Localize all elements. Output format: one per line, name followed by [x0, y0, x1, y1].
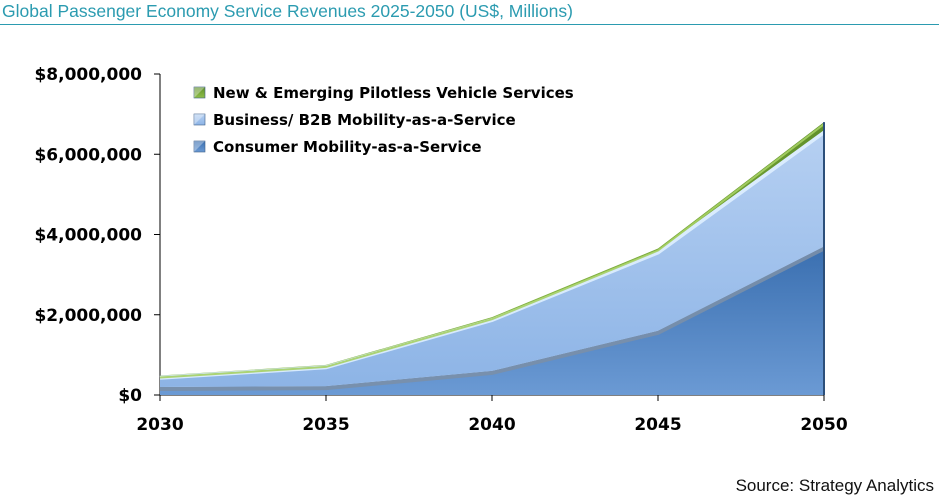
x-axis: 2030 2035 2040 2045 2050: [136, 394, 848, 435]
x-tick-label: 2050: [800, 415, 847, 435]
legend-item: Business/ B2B Mobility-as-a-Service: [193, 111, 516, 129]
y-tick-label: $2,000,000: [34, 306, 142, 326]
area-business-b2b-mobility-as-a-service: [160, 130, 824, 387]
area-top-edge: [159, 123, 825, 379]
x-tick-label: 2040: [468, 415, 515, 435]
y-axis: $0 $2,000,000 $4,000,000 $6,000,000 $8,000,0…: [34, 65, 161, 406]
x-tick-label: 2035: [302, 415, 349, 435]
legend-label: Business/ B2B Mobility-as-a-Service: [213, 111, 516, 129]
legend-swatch: [193, 140, 206, 153]
area-series-group: [159, 122, 826, 395]
legend-label: Consumer Mobility-as-a-Service: [213, 138, 482, 156]
legend-item: Consumer Mobility-as-a-Service: [193, 138, 482, 156]
area-consumer-mobility-as-a-service: [160, 246, 824, 395]
legend-swatch: [193, 86, 206, 99]
title-rule: [0, 24, 939, 25]
legend-swatch: [193, 113, 206, 126]
legend-swatch-shine: [194, 87, 205, 98]
x-tick-label: 2030: [136, 415, 183, 435]
legend-label: New & Emerging Pilotless Vehicle Service…: [213, 84, 574, 102]
legend: New & Emerging Pilotless Vehicle Service…: [193, 84, 574, 156]
legend-item: New & Emerging Pilotless Vehicle Service…: [193, 84, 574, 102]
y-tick-label: $8,000,000: [34, 65, 142, 85]
y-tick-label: $0: [118, 386, 142, 406]
chart-title: Global Passenger Economy Service Revenue…: [2, 1, 573, 21]
legend-swatch-shine: [194, 141, 205, 152]
area-top-edge: [159, 246, 825, 391]
source-note: Source: Strategy Analytics: [735, 476, 934, 495]
x-tick-label: 2045: [634, 415, 681, 435]
y-tick-label: $6,000,000: [34, 145, 142, 165]
legend-swatch-shine: [194, 114, 205, 125]
y-tick-label: $4,000,000: [34, 226, 142, 246]
